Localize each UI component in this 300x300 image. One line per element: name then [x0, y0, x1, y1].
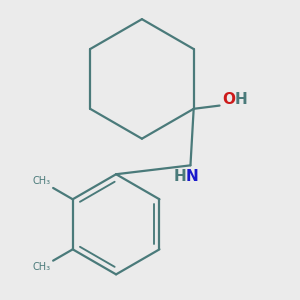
- Text: CH₃: CH₃: [32, 262, 50, 272]
- Text: H: H: [235, 92, 248, 107]
- Text: O: O: [222, 92, 235, 107]
- Text: H: H: [174, 169, 186, 184]
- Text: CH₃: CH₃: [32, 176, 50, 186]
- Text: N: N: [186, 169, 198, 184]
